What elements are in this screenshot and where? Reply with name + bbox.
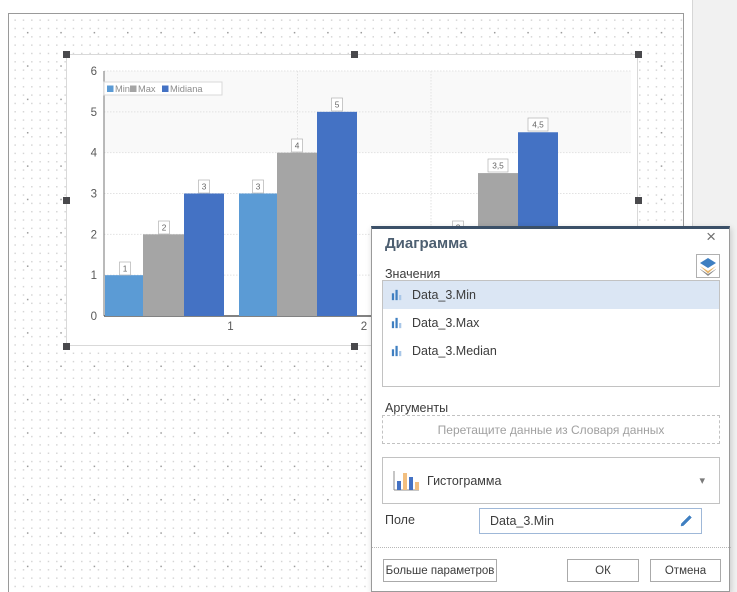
- svg-text:Max: Max: [138, 84, 156, 94]
- svg-text:1: 1: [227, 321, 233, 333]
- svg-text:1: 1: [91, 270, 97, 282]
- svg-text:3: 3: [202, 182, 207, 192]
- svg-text:2: 2: [91, 229, 97, 241]
- svg-text:4,5: 4,5: [532, 120, 544, 130]
- svg-text:5: 5: [335, 100, 340, 110]
- svg-text:2: 2: [162, 223, 167, 233]
- svg-text:Midiana: Midiana: [170, 84, 203, 94]
- svg-text:4: 4: [295, 141, 300, 151]
- svg-text:3,5: 3,5: [492, 161, 504, 171]
- svg-text:5: 5: [91, 107, 97, 119]
- svg-text:4: 4: [91, 148, 98, 160]
- svg-text:Min: Min: [115, 84, 130, 94]
- svg-text:3: 3: [256, 182, 261, 192]
- svg-text:0: 0: [91, 311, 97, 323]
- svg-text:3: 3: [91, 189, 97, 201]
- svg-text:6: 6: [91, 66, 97, 78]
- svg-text:2: 2: [361, 321, 367, 333]
- svg-text:1: 1: [123, 264, 128, 274]
